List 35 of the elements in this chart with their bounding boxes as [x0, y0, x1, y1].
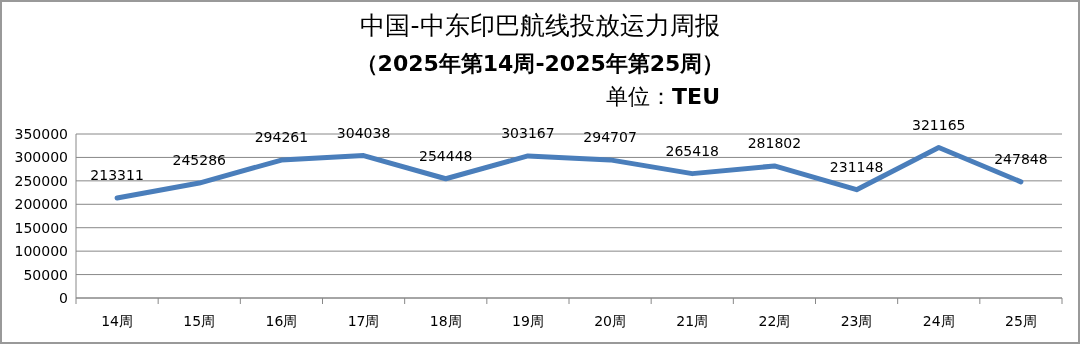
x-tick-label: 22周	[758, 313, 791, 329]
chart-title: 中国-中东印巴航线投放运力周报	[360, 11, 720, 40]
x-tick-label: 24周	[922, 313, 955, 329]
x-tick-label: 19周	[512, 313, 544, 329]
x-tick-label: 25周	[1005, 313, 1037, 329]
data-label: 265418	[665, 142, 719, 159]
x-tick-label: 16周	[265, 313, 298, 329]
text: 单位：TEU	[606, 84, 720, 109]
y-tick-label: 150000	[14, 219, 68, 236]
data-label: 213311	[90, 167, 144, 184]
data-label: 247848	[994, 150, 1048, 167]
x-tick-label: 14周	[101, 313, 133, 329]
data-label: 281802	[747, 134, 802, 151]
data-label: 254448	[419, 147, 473, 164]
x-tick-label: 17周	[347, 313, 380, 329]
y-tick-label: 250000	[14, 172, 68, 189]
data-label: 231148	[829, 158, 884, 175]
data-label: 294707	[583, 128, 637, 145]
x-tick-label: 15周	[183, 313, 216, 329]
data-label: 303167	[501, 124, 555, 141]
y-tick-label: 100000	[14, 243, 68, 260]
y-tick-label: 50000	[23, 266, 68, 283]
y-tick-label: 300000	[14, 149, 68, 166]
y-tick-label: 200000	[14, 196, 68, 213]
data-label: 294261	[254, 129, 309, 146]
data-label: 245286	[172, 152, 227, 169]
y-tick-label: 0	[59, 290, 68, 306]
data-label: 304038	[336, 124, 391, 141]
x-tick-label: 20周	[594, 313, 626, 329]
chart-subtitle: （2025年第14周-2025年第25周）	[355, 51, 725, 76]
y-tick-label: 350000	[14, 126, 68, 142]
x-tick-label: 23周	[840, 313, 873, 329]
x-tick-label: 21周	[676, 313, 709, 329]
data-label: 321165	[912, 116, 966, 133]
x-tick-label: 18周	[429, 313, 462, 329]
